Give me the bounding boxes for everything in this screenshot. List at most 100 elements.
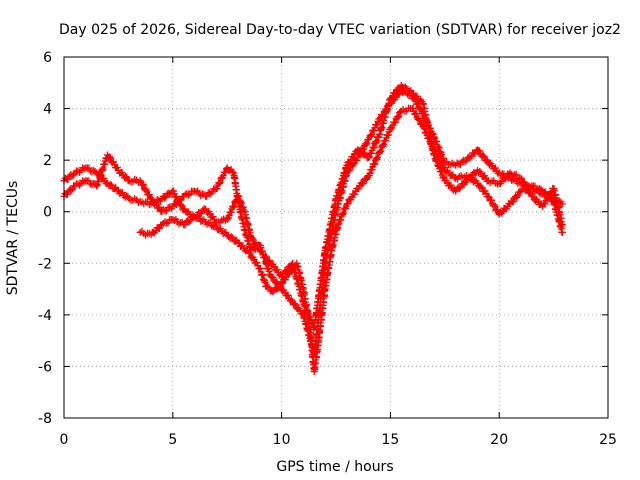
data-point — [491, 202, 499, 210]
data-point — [136, 177, 144, 185]
data-point — [467, 174, 475, 182]
data-point — [273, 279, 281, 287]
x-tick-label: 0 — [60, 432, 69, 448]
data-point — [181, 221, 189, 229]
data-point — [156, 224, 164, 232]
data-point — [209, 213, 217, 221]
data-point — [253, 259, 261, 267]
data-point — [113, 186, 121, 194]
data-point — [269, 273, 277, 281]
data-point — [558, 221, 566, 229]
data-point — [237, 199, 245, 207]
data-point — [162, 193, 170, 201]
data-point — [80, 165, 88, 173]
data-point — [141, 186, 149, 194]
data-point — [523, 183, 531, 191]
data-point — [230, 202, 238, 210]
data-point — [509, 197, 517, 205]
data-point — [455, 185, 463, 193]
data-point — [340, 209, 348, 217]
chart-title: Day 025 of 2026, Sidereal Day-to-day VTE… — [59, 22, 621, 38]
data-point — [524, 184, 532, 192]
x-tick-label: 25 — [599, 432, 617, 448]
series-track-c — [136, 81, 566, 332]
data-point — [368, 166, 376, 174]
data-point — [339, 210, 347, 218]
data-point — [416, 116, 424, 124]
data-point — [457, 183, 465, 191]
data-point — [558, 200, 566, 208]
data-point — [447, 181, 455, 189]
data-point — [531, 188, 539, 196]
data-point — [85, 177, 93, 185]
data-point — [197, 191, 205, 199]
data-point — [362, 141, 370, 149]
data-point — [161, 218, 169, 226]
data-point — [540, 189, 548, 197]
data-point — [401, 83, 409, 91]
data-point — [392, 89, 400, 97]
data-point — [216, 178, 224, 186]
data-point — [177, 196, 185, 204]
data-point — [203, 220, 211, 228]
data-point — [366, 131, 374, 139]
data-point — [359, 179, 367, 187]
data-point — [235, 192, 243, 200]
x-tick-label: 20 — [490, 432, 508, 448]
data-point — [373, 137, 381, 145]
data-point — [545, 194, 553, 202]
data-point — [239, 242, 247, 250]
data-point — [198, 217, 206, 225]
data-point — [361, 140, 369, 148]
data-point — [140, 181, 148, 189]
data-points — [60, 81, 566, 376]
data-point — [512, 171, 520, 179]
data-point — [484, 192, 492, 200]
data-point — [197, 209, 205, 217]
data-point — [213, 185, 221, 193]
data-point — [227, 208, 235, 216]
data-point — [106, 180, 114, 188]
data-point — [391, 118, 399, 126]
data-point — [355, 185, 363, 193]
data-point — [261, 252, 269, 260]
data-point — [350, 153, 358, 161]
data-point — [105, 153, 113, 161]
data-point — [380, 141, 388, 149]
y-tick-label: -8 — [38, 411, 52, 427]
data-point — [108, 181, 116, 189]
data-point — [337, 216, 345, 224]
data-point — [358, 180, 366, 188]
data-point — [80, 178, 88, 186]
y-tick-label: 6 — [43, 50, 52, 66]
data-point — [509, 172, 517, 180]
data-point — [476, 147, 484, 155]
data-point — [520, 178, 528, 186]
data-point — [122, 172, 130, 180]
data-point — [488, 196, 496, 204]
data-point — [409, 104, 417, 112]
x-tick-label: 5 — [168, 432, 177, 448]
data-point — [156, 204, 164, 212]
data-point — [228, 168, 236, 176]
data-point — [367, 149, 375, 157]
data-point — [351, 190, 359, 198]
data-point — [269, 288, 277, 296]
data-point — [365, 154, 373, 162]
data-point — [413, 92, 421, 100]
data-point — [376, 148, 384, 156]
y-tick-label: 4 — [43, 102, 52, 118]
data-point — [517, 174, 525, 182]
data-point — [338, 210, 346, 218]
data-point — [227, 233, 235, 241]
data-point — [384, 131, 392, 139]
data-point — [377, 147, 385, 155]
data-point — [394, 114, 402, 122]
data-point — [476, 168, 484, 176]
data-point — [513, 193, 521, 201]
data-point — [412, 110, 420, 118]
data-point — [298, 310, 306, 318]
y-axis-title: SDTVAR / TECUs — [5, 181, 21, 296]
data-point — [283, 267, 291, 275]
data-point — [170, 217, 178, 225]
